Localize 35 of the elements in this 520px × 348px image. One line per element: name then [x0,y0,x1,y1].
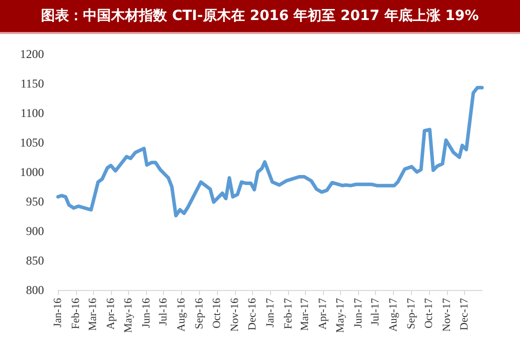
x-tick-label: Apr-16 [104,298,117,330]
y-tick-label: 1100 [20,106,44,120]
x-tick-label: Nov-16 [229,298,242,332]
x-tick-label: Nov-17 [441,298,454,332]
x-tick-label: Jul-16 [158,298,170,326]
y-tick-label: 800 [26,283,44,297]
x-tick-label: Apr-17 [316,298,329,330]
x-tick-label: Oct-17 [423,298,436,329]
x-tick-label: May-17 [334,298,346,333]
y-tick-label: 900 [26,224,44,238]
x-tick-label: Mar-16 [86,298,99,331]
x-tick-label: Sep-16 [194,298,206,330]
x-tick-label: Oct-16 [211,298,224,329]
x-tick-label: Jun-16 [140,298,152,328]
x-tick-label: Jul-17 [370,298,382,326]
y-tick-label: 1050 [20,136,44,150]
x-tick-label: Aug-17 [388,298,400,332]
x-tick-label: Jan-17 [264,298,277,328]
x-tick-label: Mar-17 [298,298,311,331]
line-series [56,86,484,218]
y-tick-label: 950 [26,194,44,208]
y-tick-label: 1150 [20,76,44,90]
chart-title: 图表：中国木材指数 CTI-原木在 2016 年初至 2017 年底上涨 19% [0,0,520,34]
x-tick-label: Feb-16 [70,298,82,330]
x-tick-label: Dec-17 [458,298,471,330]
x-tick-label: Feb-17 [282,298,295,330]
x-tick-label: Jun-17 [352,298,364,328]
y-tick-label: 1000 [20,165,44,179]
x-tick-label: Jan-16 [52,298,64,328]
x-tick-label: Aug-16 [176,298,188,332]
x-tick-label: May-16 [122,298,134,333]
x-tick-label: Sep-17 [406,298,418,330]
y-tick-label: 850 [26,254,44,268]
x-tick-label: Dec-16 [246,298,259,330]
y-tick-label: 1200 [20,47,44,61]
